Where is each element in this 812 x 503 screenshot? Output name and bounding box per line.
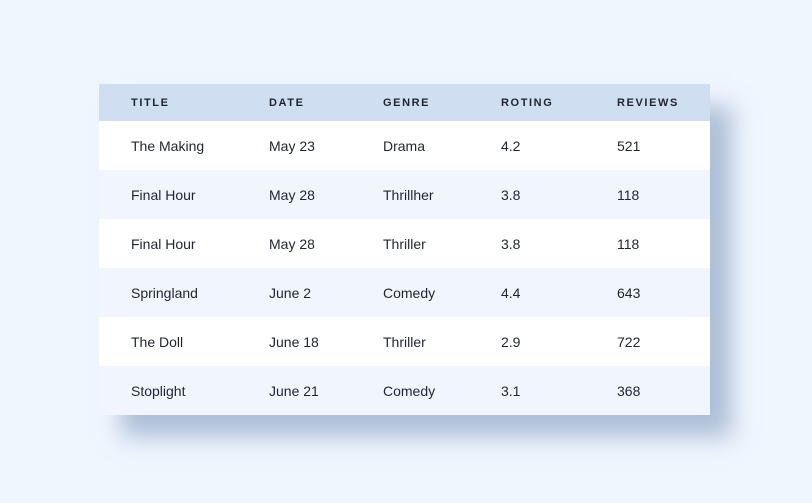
cell-reviews: 521 <box>617 137 641 154</box>
movies-table-card: TITLE DATE GENRE ROTING REVIEWS The Maki… <box>99 84 710 415</box>
cell-reviews: 118 <box>617 235 640 252</box>
cell-date: June 2 <box>269 284 312 301</box>
header-row: TITLE DATE GENRE ROTING REVIEWS <box>99 84 710 121</box>
cell-rating: 4.2 <box>501 137 521 154</box>
cell-rating: 4.4 <box>501 284 521 301</box>
cell-title: Final Hour <box>131 235 196 252</box>
column-header-title[interactable]: TITLE <box>131 96 170 109</box>
cell-rating: 2.9 <box>501 333 521 350</box>
cell-date: June 18 <box>269 333 319 350</box>
cell-title: Stoplight <box>131 382 186 399</box>
table-row[interactable]: Stoplight June 21 Comedy 3.1 368 <box>99 366 710 415</box>
cell-reviews: 643 <box>617 284 641 301</box>
cell-date: May 23 <box>269 137 315 154</box>
cell-reviews: 118 <box>617 186 640 203</box>
table-row[interactable]: The Making May 23 Drama 4.2 521 <box>99 121 710 170</box>
cell-rating: 3.8 <box>501 235 521 252</box>
cell-reviews: 722 <box>617 333 641 350</box>
cell-date: June 21 <box>269 382 319 399</box>
cell-genre: Thriller <box>383 235 426 252</box>
cell-genre: Drama <box>383 137 426 154</box>
table-header: TITLE DATE GENRE ROTING REVIEWS <box>99 84 710 121</box>
table-row[interactable]: The Doll June 18 Thriller 2.9 722 <box>99 317 710 366</box>
cell-date: May 28 <box>269 186 315 203</box>
table-body: The Making May 23 Drama 4.2 521 Final Ho… <box>99 121 710 415</box>
cell-reviews: 368 <box>617 382 641 399</box>
cell-title: Springland <box>131 284 198 301</box>
cell-date: May 28 <box>269 235 315 252</box>
cell-genre: Thriller <box>383 333 426 350</box>
cell-rating: 3.8 <box>501 186 521 203</box>
cell-title: The Doll <box>131 333 184 350</box>
movies-table: TITLE DATE GENRE ROTING REVIEWS The Maki… <box>99 84 710 415</box>
column-header-genre[interactable]: GENRE <box>383 96 431 109</box>
cell-genre: Comedy <box>383 284 436 301</box>
cell-title: The Making <box>131 137 205 154</box>
cell-rating: 3.1 <box>501 382 521 399</box>
cell-genre: Thrillher <box>383 186 434 203</box>
cell-title: Final Hour <box>131 186 196 203</box>
column-header-reviews[interactable]: REVIEWS <box>617 96 679 109</box>
column-header-date[interactable]: DATE <box>269 96 305 109</box>
table-row[interactable]: Final Hour May 28 Thrillher 3.8 118 <box>99 170 710 219</box>
table-row[interactable]: Final Hour May 28 Thriller 3.8 118 <box>99 219 710 268</box>
cell-genre: Comedy <box>383 382 436 399</box>
table-row[interactable]: Springland June 2 Comedy 4.4 643 <box>99 268 710 317</box>
column-header-rating[interactable]: ROTING <box>501 96 554 109</box>
